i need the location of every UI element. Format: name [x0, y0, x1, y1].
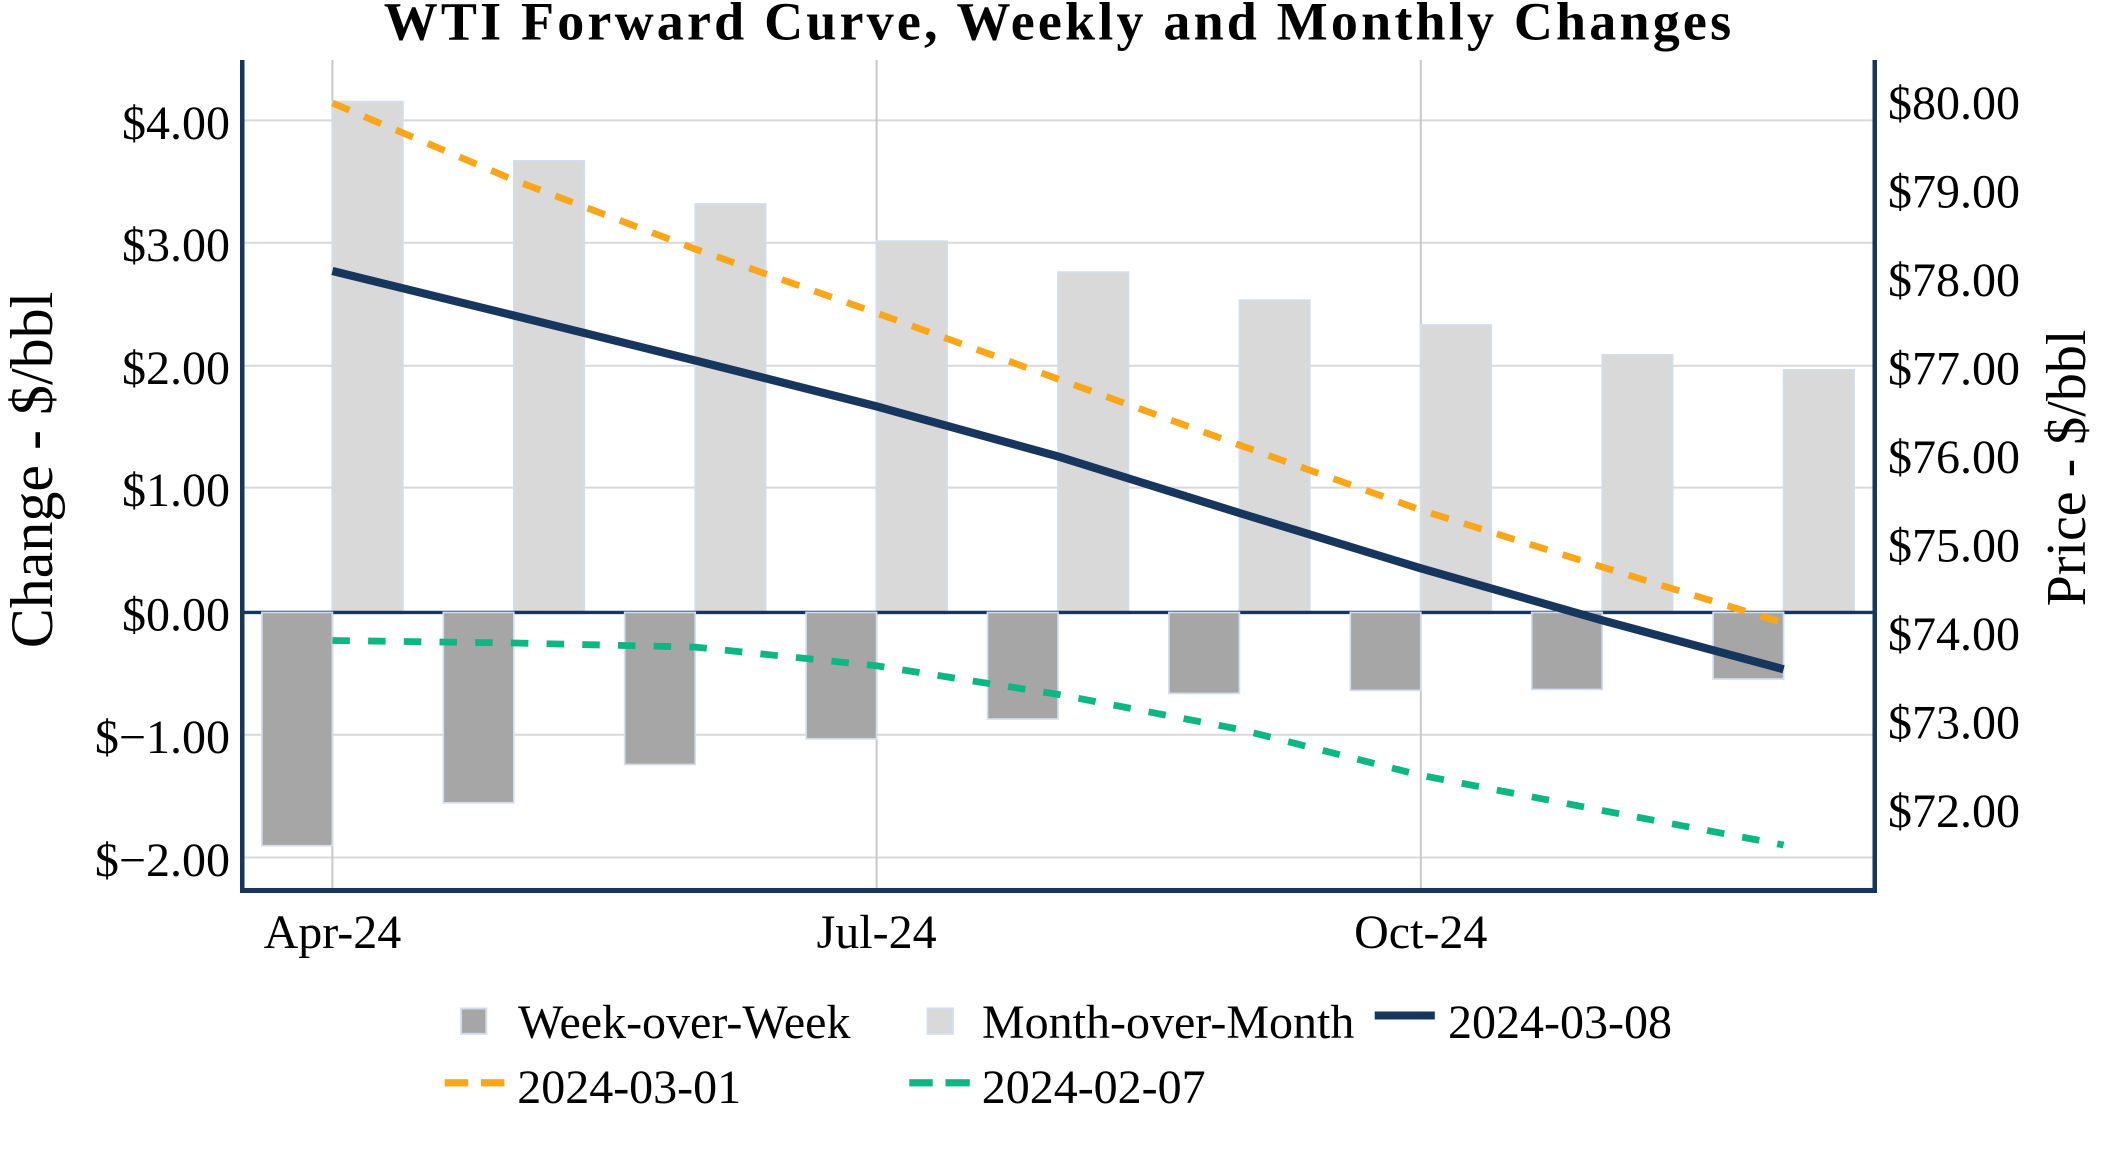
svg-text:$4.00: $4.00 — [122, 97, 230, 150]
svg-text:$3.00: $3.00 — [122, 219, 230, 272]
svg-text:$1.00: $1.00 — [122, 464, 230, 517]
svg-text:$72.00: $72.00 — [1888, 785, 2020, 838]
svg-text:Jul-24: Jul-24 — [817, 906, 937, 959]
svg-text:Week-over-Week: Week-over-Week — [518, 996, 850, 1049]
svg-text:Price - $/bbl: Price - $/bbl — [2036, 330, 2098, 607]
svg-text:Apr-24: Apr-24 — [264, 906, 402, 959]
svg-text:$−2.00: $−2.00 — [95, 834, 230, 887]
svg-text:$73.00: $73.00 — [1888, 696, 2020, 749]
svg-text:WTI Forward Curve, Weekly and: WTI Forward Curve, Weekly and Monthly Ch… — [384, 0, 1735, 52]
svg-text:$77.00: $77.00 — [1888, 342, 2020, 395]
svg-text:$74.00: $74.00 — [1888, 608, 2020, 661]
svg-text:$78.00: $78.00 — [1888, 254, 2020, 307]
svg-text:$75.00: $75.00 — [1888, 519, 2020, 572]
svg-text:$80.00: $80.00 — [1888, 77, 2020, 130]
svg-text:Oct-24: Oct-24 — [1354, 906, 1487, 959]
svg-text:2024-03-08: 2024-03-08 — [1448, 996, 1672, 1049]
svg-text:$0.00: $0.00 — [122, 588, 230, 641]
svg-text:Change - $/bbl: Change - $/bbl — [0, 292, 65, 649]
svg-text:$76.00: $76.00 — [1888, 431, 2020, 484]
svg-text:$2.00: $2.00 — [122, 342, 230, 395]
svg-text:2024-03-01: 2024-03-01 — [517, 1061, 741, 1114]
svg-text:Month-over-Month: Month-over-Month — [982, 996, 1354, 1049]
svg-text:$−1.00: $−1.00 — [95, 711, 230, 764]
svg-text:$79.00: $79.00 — [1888, 165, 2020, 218]
svg-text:2024-02-07: 2024-02-07 — [982, 1061, 1206, 1114]
